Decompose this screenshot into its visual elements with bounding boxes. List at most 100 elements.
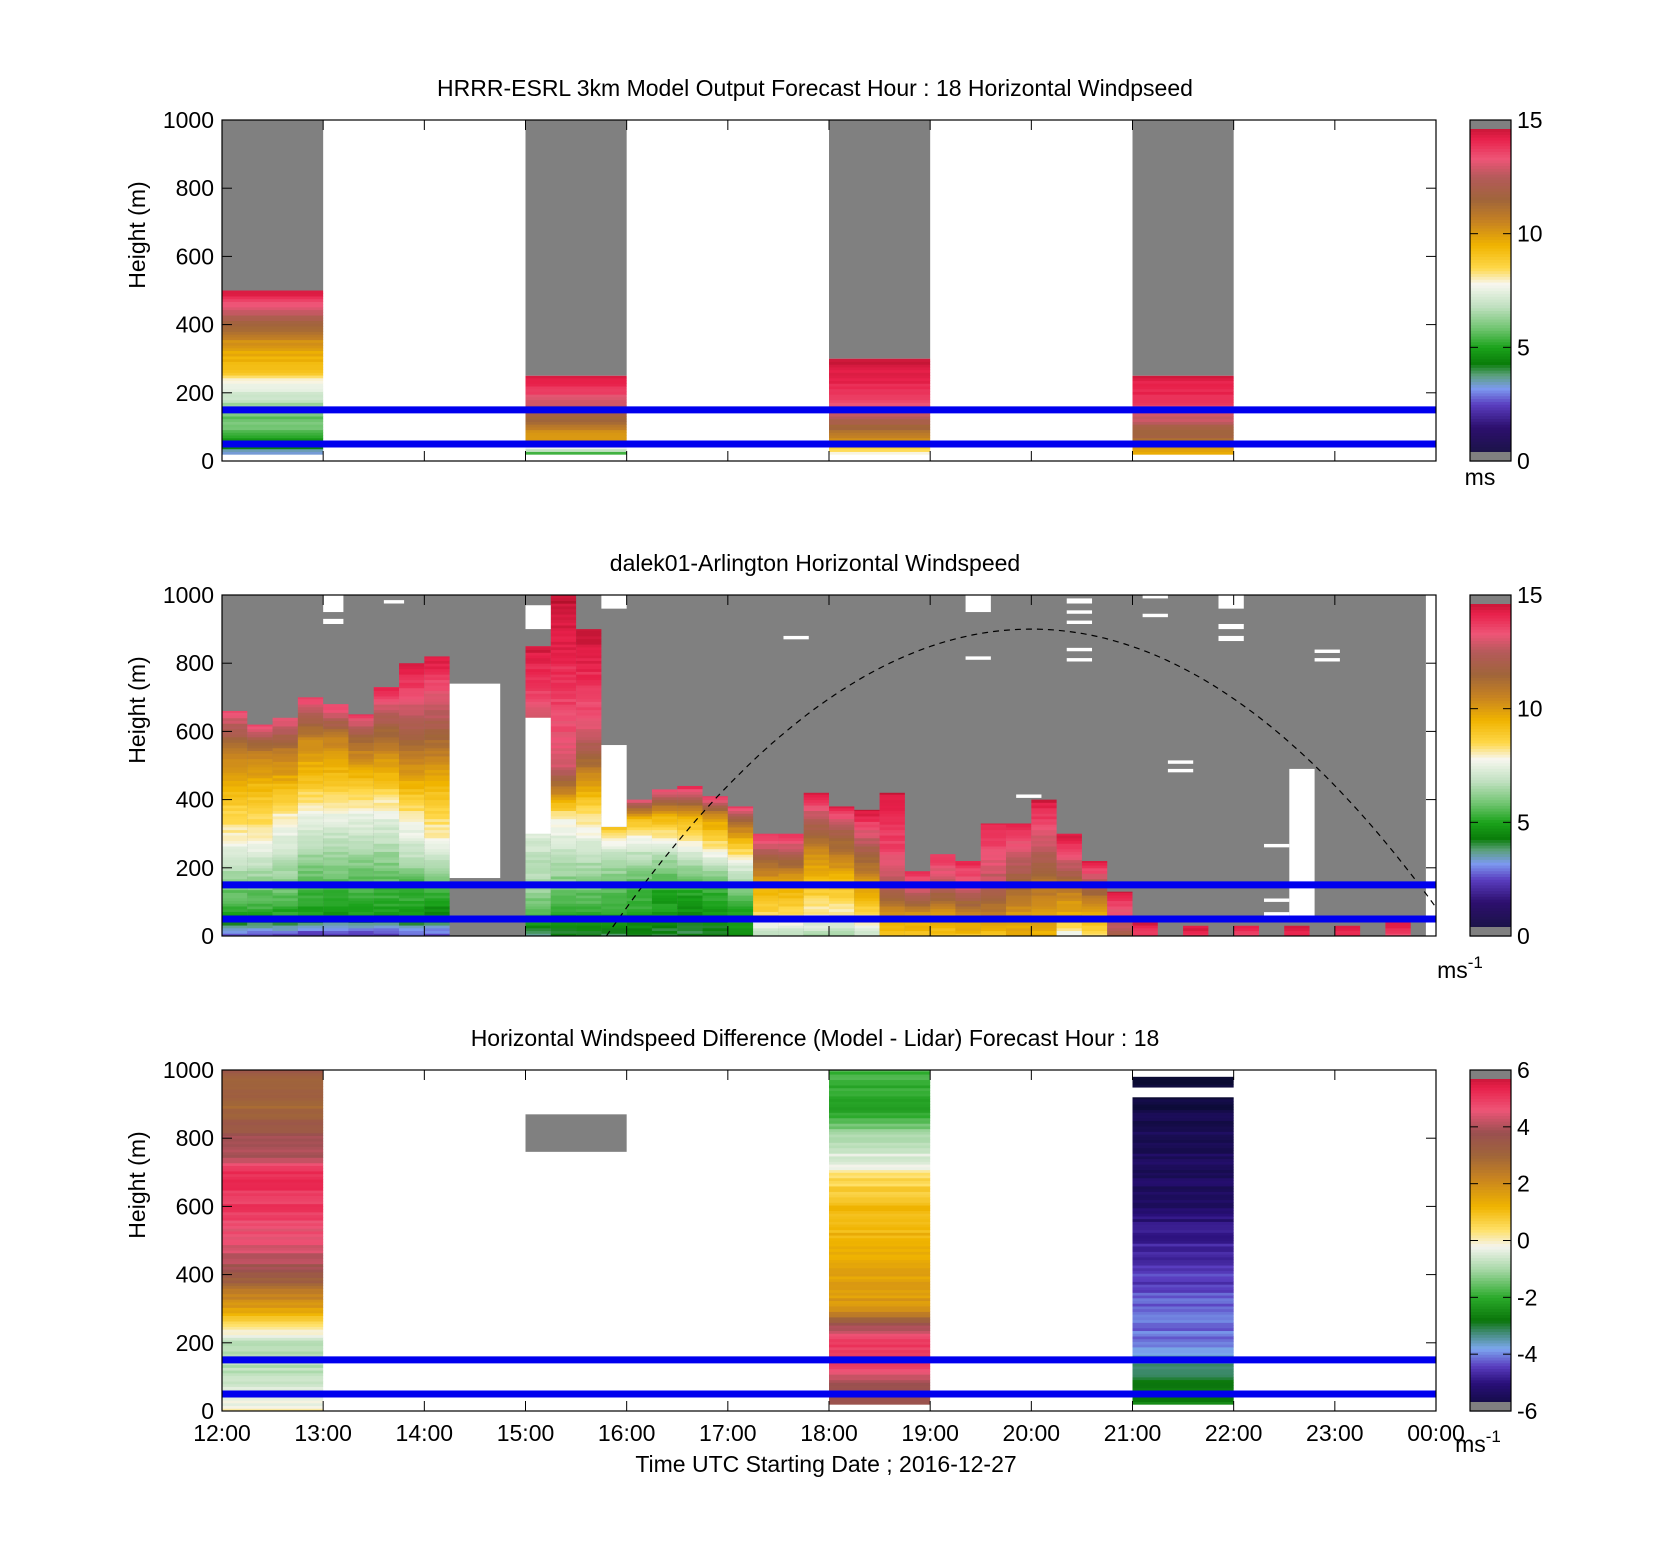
heatmap-cell bbox=[247, 728, 273, 732]
heatmap-cell bbox=[829, 1325, 931, 1329]
heatmap-cell bbox=[247, 856, 273, 861]
colorbar-cell bbox=[1470, 1311, 1511, 1315]
heatmap-cell bbox=[272, 720, 298, 724]
heatmap-cell bbox=[222, 1367, 324, 1371]
heatmap-cell bbox=[829, 1093, 931, 1097]
heatmap-cell bbox=[373, 720, 400, 724]
heatmap-cell bbox=[222, 758, 248, 762]
heatmap-cell bbox=[399, 766, 425, 771]
difference-panel: Horizontal Windspeed Difference (Model -… bbox=[124, 1025, 1538, 1477]
model-panel-ylabel: Height (m) bbox=[124, 181, 150, 288]
heatmap-cell bbox=[222, 715, 248, 719]
heatmap-cell bbox=[424, 698, 450, 702]
colorbar-cell bbox=[1470, 620, 1511, 625]
heatmap-cell bbox=[1183, 930, 1209, 934]
heatmap-cell bbox=[803, 848, 829, 852]
heatmap-cell bbox=[1132, 1109, 1234, 1113]
heatmap-cell bbox=[222, 739, 248, 743]
heatmap-cell bbox=[525, 851, 551, 855]
heatmap-cell bbox=[222, 1293, 324, 1297]
colorbar-cell bbox=[1470, 1277, 1511, 1281]
heatmap-cell bbox=[550, 905, 577, 910]
heatmap-cell bbox=[550, 818, 577, 822]
heatmap-cell bbox=[525, 865, 551, 869]
heatmap-cell bbox=[1031, 818, 1057, 822]
heatmap-cell bbox=[222, 451, 324, 455]
colorbar-cell bbox=[1470, 782, 1511, 786]
heatmap-cell bbox=[222, 911, 248, 915]
colorbar-cell bbox=[1470, 1180, 1511, 1185]
heatmap-cell bbox=[829, 1087, 931, 1091]
heatmap-cell bbox=[576, 845, 602, 850]
heatmap-cell bbox=[829, 1161, 931, 1165]
heatmap-cell bbox=[525, 903, 551, 907]
heatmap-cell bbox=[829, 1196, 931, 1201]
heatmap-cell bbox=[879, 824, 905, 828]
heatmap-cell bbox=[550, 682, 577, 686]
heatmap-cell bbox=[247, 832, 273, 836]
lidar-panel: dalek01-Arlington Horizontal Windspeed H… bbox=[124, 550, 1543, 983]
heatmap-cell bbox=[550, 723, 577, 727]
heatmap-cell bbox=[677, 794, 703, 798]
heatmap-cell bbox=[272, 785, 298, 790]
heatmap-cell bbox=[854, 859, 880, 863]
heatmap-cell bbox=[247, 805, 273, 809]
no-data-region bbox=[449, 683, 501, 879]
heatmap-cell bbox=[1132, 1335, 1234, 1340]
heatmap-cell bbox=[222, 777, 248, 782]
heatmap-cell bbox=[222, 1296, 324, 1300]
heatmap-cell bbox=[1385, 922, 1411, 926]
heatmap-cell bbox=[297, 701, 324, 705]
heatmap-cell bbox=[222, 1203, 324, 1207]
heatmap-cell bbox=[297, 873, 324, 877]
heatmap-cell bbox=[803, 805, 829, 809]
heatmap-cell bbox=[247, 753, 273, 757]
heatmap-cell bbox=[904, 873, 931, 877]
heatmap-cell bbox=[222, 889, 248, 893]
heatmap-cell bbox=[1006, 840, 1032, 844]
heatmap-cell bbox=[222, 1282, 324, 1287]
heatmap-cell bbox=[1284, 933, 1310, 937]
heatmap-cell bbox=[1132, 1123, 1234, 1127]
heatmap-cell bbox=[753, 837, 779, 842]
heatmap-cell bbox=[677, 807, 703, 812]
heatmap-cell bbox=[651, 821, 678, 825]
heatmap-cell bbox=[222, 1135, 324, 1139]
heatmap-cell bbox=[930, 925, 956, 929]
model-panel: HRRR-ESRL 3km Model Output Forecast Hour… bbox=[124, 75, 1543, 490]
heatmap-cell bbox=[829, 848, 855, 852]
heatmap-cell bbox=[272, 889, 298, 893]
colorbar-cell bbox=[1470, 426, 1511, 431]
heatmap-cell bbox=[651, 925, 678, 929]
heatmap-cell bbox=[1132, 1262, 1234, 1266]
heatmap-cell bbox=[247, 908, 273, 912]
heatmap-cell bbox=[576, 690, 602, 694]
heatmap-cell bbox=[829, 826, 855, 831]
heatmap-cell bbox=[222, 1075, 324, 1079]
heatmap-cell bbox=[222, 317, 324, 322]
heatmap-cell bbox=[550, 619, 577, 623]
heatmap-cell bbox=[222, 742, 248, 746]
colorbar-cell bbox=[1470, 1095, 1511, 1100]
heatmap-cell bbox=[702, 897, 728, 902]
heatmap-cell bbox=[1031, 867, 1057, 872]
colorbar-cap-top bbox=[1470, 120, 1511, 129]
colorbar-cap-top bbox=[1470, 1070, 1511, 1079]
heatmap-cell bbox=[247, 925, 273, 929]
heatmap-cell bbox=[727, 854, 754, 858]
heatmap-cell bbox=[879, 854, 905, 858]
heatmap-cell bbox=[424, 807, 450, 812]
heatmap-cell bbox=[297, 807, 324, 812]
heatmap-cell bbox=[1006, 870, 1032, 874]
heatmap-cell bbox=[525, 886, 551, 891]
colorbar-cell bbox=[1470, 904, 1511, 909]
heatmap-cell bbox=[550, 856, 577, 861]
colorbar-cell bbox=[1470, 247, 1511, 252]
heatmap-cell bbox=[525, 445, 627, 450]
heatmap-cell bbox=[677, 856, 703, 861]
heatmap-cell bbox=[651, 875, 678, 880]
heatmap-cell bbox=[1031, 848, 1057, 852]
missing-data-block bbox=[222, 120, 324, 291]
heatmap-cell bbox=[727, 851, 754, 855]
heatmap-cell bbox=[829, 1308, 931, 1312]
